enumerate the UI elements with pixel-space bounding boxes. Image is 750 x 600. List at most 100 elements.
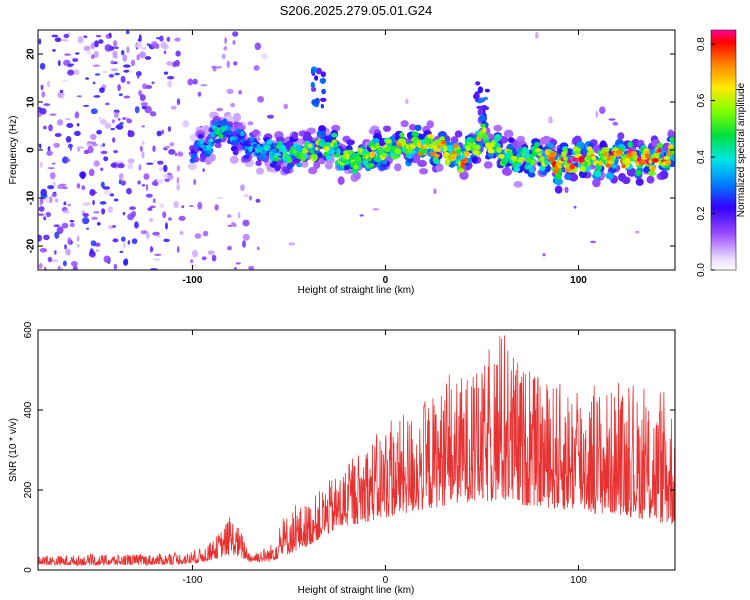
ridge-mark [314,146,319,151]
noise-speck [111,119,115,124]
noise-speck [53,224,60,228]
noise-speck [96,222,101,226]
ridge-mark [255,160,262,167]
noise-speck [153,258,161,261]
noise-speck [87,145,94,154]
ridge-mark [547,142,554,148]
noise-speck [149,217,154,222]
noise-speck [51,259,59,263]
ridge-mark [331,124,341,132]
noise-speck [110,162,117,168]
noise-speck [67,69,75,76]
noise-speck [86,50,92,55]
noise-speck [226,60,230,69]
noise-speck [96,129,102,135]
ridge-mark [459,170,469,180]
ridge-mark [621,164,626,169]
feature-blob [313,103,319,107]
noise-speck [160,41,168,49]
noise-speck [92,64,100,67]
ridge-mark [657,147,662,153]
noise-speck [255,198,261,203]
noise-speck [64,117,71,121]
snr-panel: -100 0 100 0 200 400 600 Height of straight li… [8,321,676,596]
ridge-mark [367,157,372,162]
noise-speck [49,113,57,116]
spectrogram-xtick-label: 100 [570,275,587,286]
ridge-mark [554,185,563,194]
noise-speck [127,240,131,245]
ridge-mark [669,136,675,143]
noise-speck [76,95,83,98]
ridge-mark [399,132,405,138]
noise-speck [157,160,164,165]
ridge-mark [221,120,229,127]
feature-blob [473,92,480,100]
ridge-mark [197,133,204,139]
ridge-mark [561,151,567,156]
noise-speck [122,117,126,120]
noise-speck [114,111,119,119]
noise-speck [283,103,289,110]
ridge-mark [569,163,575,170]
colorbar-label: Normalized spectral amplitude [736,82,747,217]
noise-speck [207,250,215,255]
ridge-mark [434,153,440,158]
colorbar: 0.0 0.2 0.4 0.6 0.8 Normalized spectral ampl… [696,29,747,277]
ridge-mark [562,156,568,161]
noise-speck [62,79,68,82]
noise-speck [158,167,164,172]
noise-speck [145,193,153,198]
noise-speck [179,230,184,236]
noise-speck [188,78,192,86]
noise-speck [161,129,165,135]
noise-speck [237,211,241,219]
noise-speck [79,171,87,179]
noise-speck [114,46,119,50]
noise-speck [163,50,167,55]
noise-speck [52,49,56,52]
noise-speck [163,164,168,173]
feature-blob [320,97,327,102]
noise-speck [122,242,126,249]
spectrogram-xtick-label: -100 [182,275,202,286]
snr-background [38,330,675,570]
ridge-mark [579,165,586,172]
noise-speck [61,93,64,100]
noise-speck [151,41,158,48]
noise-speck [68,63,75,66]
noise-speck [101,208,106,215]
feature-blob [482,106,490,111]
ridge-mark [295,145,301,151]
noise-speck [151,181,158,186]
noise-speck [163,238,170,243]
ridge-mark [258,153,264,161]
feature-blob [314,75,319,81]
feature-blob [320,71,326,78]
noise-speck [176,246,180,253]
ridge-mark [653,158,659,163]
noise-speck [49,172,56,180]
noise-speck [94,73,101,76]
colorbar-tick-label: 0.6 [696,93,707,107]
noise-speck [256,246,260,251]
ridge-mark [300,159,309,168]
noise-speck [100,150,108,155]
noise-speck [74,130,81,137]
ridge-mark [427,133,434,139]
ridge-mark [353,164,359,170]
ridge-mark [227,130,233,136]
noise-speck [47,185,55,190]
noise-speck [548,116,553,124]
noise-speck [113,150,119,154]
noise-speck [134,221,139,229]
noise-speck [136,54,140,61]
ridge-mark [535,148,542,152]
noise-speck [142,83,147,90]
noise-speck [160,203,164,209]
noise-speck [39,248,48,253]
noise-speck [47,167,55,170]
ridge-mark [193,147,200,153]
ridge-mark [465,145,471,152]
noise-speck [69,144,72,152]
